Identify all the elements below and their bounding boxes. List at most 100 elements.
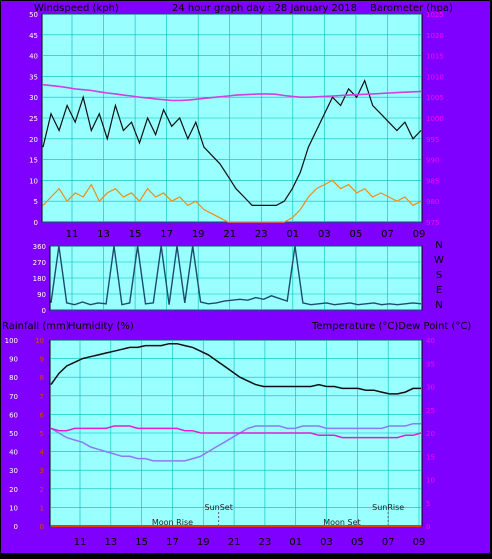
wind-x-tick-label: 21 — [223, 229, 236, 240]
wind-x-tick-label: 11 — [66, 229, 79, 240]
rain-y-tick-label: 7 — [40, 393, 44, 401]
temperature-y-tick-label: 5 — [426, 500, 430, 508]
wind-y-tick-label: 15 — [29, 157, 38, 165]
temperature-y-tick-label: 40 — [426, 337, 435, 345]
temperature-y-tick-label: 10 — [426, 477, 435, 485]
barometer-y-tick-label: 995 — [426, 136, 439, 144]
humidity-axis-label: Humidity (%) — [68, 321, 134, 332]
barometer-y-tick-label: 1015 — [426, 53, 444, 61]
wind-x-tick-label: 01 — [286, 229, 299, 240]
humidity-y-tick-label: 50 — [9, 430, 18, 438]
wind-y-tick-label: 35 — [29, 73, 38, 81]
humidity-y-tick-label: 90 — [9, 356, 18, 364]
humidity-x-tick-label: 09 — [413, 537, 426, 548]
wind-x-tick-label: 17 — [160, 229, 173, 240]
wind-y-tick-label: 30 — [29, 94, 38, 102]
humidity-y-tick-label: 60 — [9, 411, 18, 419]
barometer-y-tick-label: 1020 — [426, 32, 444, 40]
barometer-y-tick-label: 980 — [426, 198, 439, 206]
direction-y-tick-label: 0 — [42, 307, 46, 315]
wind-x-tick-label: 19 — [192, 229, 205, 240]
humidity-y-tick-label: 30 — [9, 467, 18, 475]
humidity-y-tick-label: 80 — [9, 374, 18, 382]
humidity-y-tick-label: 10 — [9, 504, 18, 512]
rainfall-axis-label: Rainfall (mm) — [2, 321, 70, 332]
wind-y-tick-label: 25 — [29, 115, 38, 123]
humidity-y-tick-label: 100 — [5, 337, 18, 345]
rain-y-tick-label: 1 — [40, 504, 44, 512]
barometer-y-tick-label: 985 — [426, 177, 439, 185]
barometer-y-tick-label: 1000 — [426, 115, 444, 123]
humidity-x-tick-label: 21 — [228, 537, 241, 548]
rain-y-tick-label: 8 — [40, 374, 44, 382]
humidity-x-tick-label: 23 — [259, 537, 272, 548]
compass-label: N — [435, 300, 442, 311]
temperature-y-tick-label: 25 — [426, 407, 435, 415]
humidity-x-tick-label: 05 — [351, 537, 364, 548]
temperature-y-tick-label: 15 — [426, 453, 435, 461]
humidity-x-tick-label: 01 — [289, 537, 302, 548]
humidity-x-tick-label: 11 — [74, 537, 87, 548]
wind-x-tick-label: 05 — [350, 229, 363, 240]
rain-y-tick-label: 4 — [40, 449, 45, 457]
compass-label: E — [436, 285, 442, 296]
rain-y-tick-label: 2 — [40, 486, 44, 494]
direction-y-tick-label: 180 — [33, 275, 46, 283]
rain-y-tick-label: 5 — [40, 430, 44, 438]
series-pressure-line — [42, 83, 422, 102]
humidity-x-tick-label: 07 — [382, 537, 395, 548]
temperature-axis-label: Temperature (°C)Dew Point (°C) — [311, 321, 471, 332]
wind-y-tick-label: 45 — [29, 32, 38, 40]
rain-y-tick-label: 3 — [40, 467, 44, 475]
humidity-x-tick-label: 19 — [197, 537, 210, 548]
annotation-label: Moon Rise — [152, 518, 193, 527]
annotation-label: SunSet — [205, 503, 233, 512]
direction-y-tick-label: 360 — [33, 243, 46, 251]
series-average-line — [42, 179, 422, 223]
series-direction-line — [50, 245, 422, 306]
compass-label: S — [436, 270, 442, 281]
wind-y-tick-label: 10 — [29, 177, 38, 185]
wind-x-tick-label: 13 — [97, 229, 110, 240]
wind-y-tick-label: 50 — [29, 11, 38, 19]
temperature-y-tick-label: 20 — [426, 430, 435, 438]
humidity-x-tick-label: 15 — [135, 537, 148, 548]
direction-y-tick-label: 90 — [37, 291, 46, 299]
rain-y-tick-label: 6 — [40, 411, 45, 419]
graph-title: 24 hour graph day : 28 January 2018 — [172, 3, 357, 14]
compass-label: N — [435, 240, 442, 251]
wind-x-tick-label: 07 — [381, 229, 394, 240]
wind-chart: 0510152025303540455097598098599099510001… — [29, 11, 444, 240]
barometer-y-tick-label: 1010 — [426, 73, 444, 81]
temperature-y-tick-label: 30 — [426, 384, 435, 392]
compass-label: W — [434, 255, 444, 266]
series-dewpoint-line — [50, 425, 422, 439]
humidity-y-tick-label: 20 — [9, 486, 18, 494]
temperature-y-tick-label: 0 — [426, 523, 430, 531]
humidity-x-tick-label: 13 — [104, 537, 117, 548]
barometer-y-tick-label: 1005 — [426, 94, 444, 102]
series-humidity-line — [50, 342, 421, 395]
humidity-y-tick-label: 70 — [9, 393, 18, 401]
series-temperature-line — [50, 422, 421, 462]
wind-y-tick-label: 20 — [29, 136, 38, 144]
wind-x-tick-label: 15 — [129, 229, 142, 240]
wind-x-tick-label: 09 — [413, 229, 426, 240]
wind-y-tick-label: 0 — [34, 219, 38, 227]
humidity-y-tick-label: 40 — [9, 449, 18, 457]
rain-y-tick-label: 10 — [35, 337, 44, 345]
annotation-label: Moon Set — [323, 518, 360, 527]
wind-y-tick-label: 5 — [34, 198, 38, 206]
rain-y-tick-label: 9 — [40, 356, 44, 364]
humidity-y-tick-label: 0 — [14, 523, 18, 531]
wind-x-tick-label: 23 — [255, 229, 268, 240]
barometer-y-tick-label: 1025 — [426, 11, 444, 19]
windspeed-axis-label: Windspeed (kph) — [34, 3, 119, 14]
rain-y-tick-label: 0 — [40, 523, 44, 531]
wind-x-tick-label: 03 — [318, 229, 331, 240]
wind-y-tick-label: 40 — [29, 53, 38, 61]
